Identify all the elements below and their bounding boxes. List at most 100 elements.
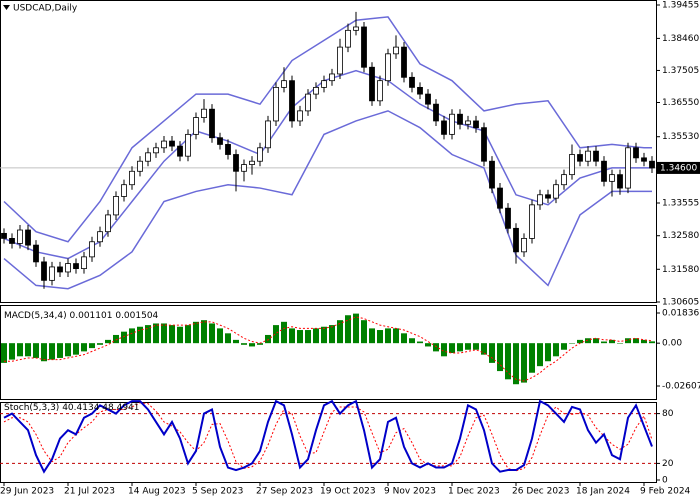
candle-body — [513, 227, 519, 253]
candle-body — [521, 238, 527, 253]
macd-bar — [625, 338, 631, 344]
macd-bar — [289, 328, 295, 344]
macd-bar — [17, 343, 23, 357]
chart-title: USDCAD,Daily — [13, 4, 78, 14]
macd-bar — [161, 323, 167, 344]
macd-panel — [0, 305, 657, 400]
candle-body — [249, 160, 255, 165]
y-tick-label: 0.00 — [662, 339, 682, 349]
macd-bar — [553, 343, 559, 357]
macd-bar — [449, 343, 455, 354]
candle-body — [33, 244, 39, 263]
candle-body — [633, 147, 639, 159]
candle-body — [649, 160, 655, 169]
macd-bar — [585, 338, 591, 344]
x-tick-label: 18 Jan 2024 — [576, 487, 630, 497]
macd-bar — [377, 330, 383, 344]
x-tick-label: 9 Nov 2023 — [384, 487, 436, 497]
candle-body — [385, 53, 391, 82]
candle-body — [49, 266, 55, 281]
x-tick-label: 19 Oct 2023 — [320, 487, 376, 497]
macd-bar — [457, 343, 463, 352]
candle-body — [457, 113, 463, 125]
macd-bar — [433, 343, 439, 352]
candle-body — [113, 196, 119, 216]
macd-bar — [369, 328, 375, 344]
candle-body — [377, 80, 383, 102]
macd-bar — [241, 343, 247, 345]
candle-body — [281, 80, 287, 88]
candle-body — [177, 145, 183, 157]
candle-body — [265, 120, 271, 149]
symbol-menu-icon[interactable] — [3, 5, 10, 10]
candle-body — [529, 204, 535, 239]
macd-bar — [473, 343, 479, 350]
candle-body — [57, 266, 63, 273]
macd-bar — [121, 331, 127, 344]
macd-bar — [225, 333, 231, 344]
macd-bar — [265, 334, 271, 344]
macd-bar — [81, 343, 87, 352]
y-tick-label: 0 — [662, 476, 668, 486]
current-price-label: 1.34600 — [660, 163, 697, 173]
candle-body — [361, 26, 367, 68]
macd-bar — [113, 334, 119, 344]
candle-body — [569, 154, 575, 176]
candle-body — [241, 164, 247, 172]
macd-bar — [281, 321, 287, 344]
macd-bar — [393, 328, 399, 344]
candle-body — [121, 184, 127, 197]
macd-bar — [577, 339, 583, 344]
stoch-label: Stoch(5,3,3) 40.4134 48.4941 — [4, 403, 140, 413]
macd-bar — [105, 339, 111, 344]
macd-bar — [257, 343, 263, 345]
candle-body — [217, 137, 223, 145]
candle-body — [129, 170, 135, 186]
candle-body — [321, 80, 327, 88]
y-tick-label: 1.37505 — [662, 66, 699, 76]
candle-body — [585, 150, 591, 162]
candle-body — [433, 103, 439, 122]
candle-body — [409, 76, 415, 88]
macd-bar — [505, 343, 511, 380]
signal-line — [4, 316, 653, 382]
macd-bar — [593, 338, 599, 344]
macd-bar — [417, 341, 423, 344]
candle-body — [201, 108, 207, 118]
macd-bar — [465, 343, 471, 350]
price-panel — [0, 0, 657, 303]
x-tick-label: 26 Dec 2023 — [512, 487, 570, 497]
stoch-k — [3, 399, 653, 474]
macd-bar — [345, 315, 351, 344]
candle-body — [393, 46, 399, 55]
current-price-box — [657, 161, 700, 174]
macd-label: MACD(5,34,4) 0.001101 0.001504 — [4, 311, 159, 321]
macd-bar — [25, 343, 31, 357]
candle-body — [193, 117, 199, 135]
y-tick-label: 80 — [662, 409, 674, 419]
macd-bar — [521, 343, 527, 383]
candle-body — [25, 229, 31, 246]
macd-bar — [329, 325, 335, 344]
macd-bar — [193, 321, 199, 344]
macd-bar — [89, 343, 95, 349]
macd-bar — [209, 323, 215, 344]
macd-bar — [153, 323, 159, 344]
candle-body — [329, 73, 335, 82]
macd-bar — [73, 343, 79, 355]
macd-bar — [129, 328, 135, 344]
macd-bar — [641, 339, 647, 344]
macd-bar — [497, 343, 503, 372]
macd-bar — [617, 343, 623, 344]
macd-bar — [401, 333, 407, 344]
macd-bar — [321, 326, 327, 344]
x-tick-label: 27 Sep 2023 — [256, 487, 313, 497]
candle-body — [105, 214, 111, 233]
macd-bar — [633, 338, 639, 344]
macd-bar — [489, 343, 495, 363]
candle-body — [313, 86, 319, 95]
macd-bar — [177, 326, 183, 344]
macd-bar — [385, 328, 391, 344]
x-tick-label: 29 Jun 2023 — [0, 487, 54, 497]
